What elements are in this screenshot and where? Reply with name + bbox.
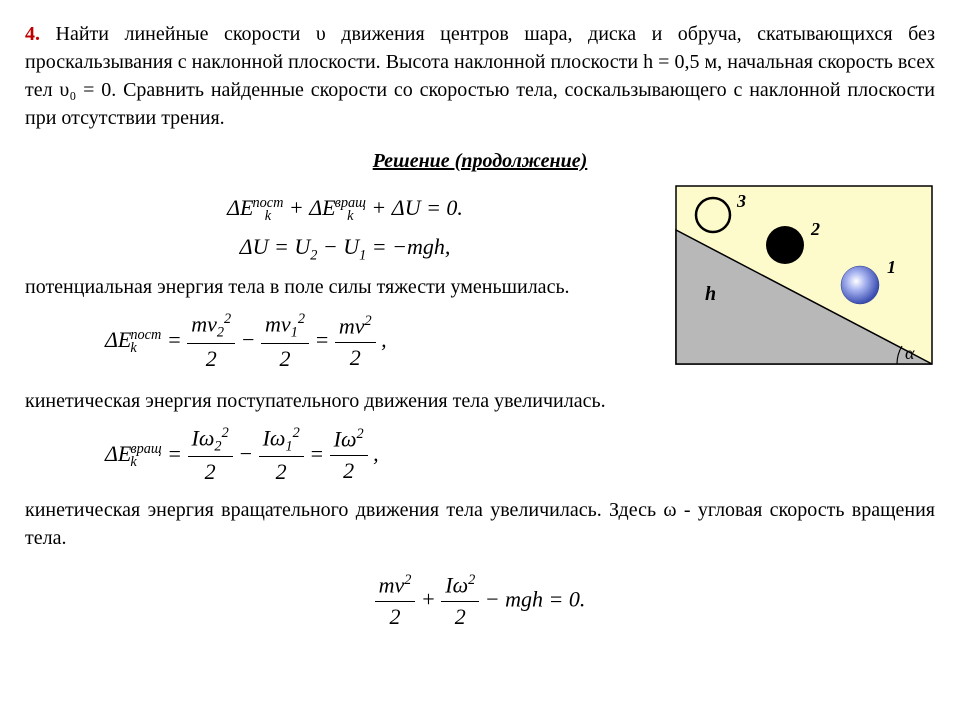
label-2: 2 [810, 219, 820, 239]
label-1: 1 [887, 257, 896, 277]
equation-kinetic-rot: ΔEвращk = Iω222 − Iω122 = Iω22 , [25, 423, 935, 489]
equation-final: mv22 + Iω22 − mgh = 0. [25, 570, 935, 633]
incline-diagram: 3 2 1 h α [675, 185, 933, 365]
problem-text: Найти линейные скорости υ движения центр… [25, 23, 935, 129]
text-kinetic-rot: кинетическая энергия вращательного движе… [25, 496, 935, 552]
label-3: 3 [736, 191, 746, 211]
label-h: h [705, 283, 716, 305]
text-potential: потенциальная энергия тела в поле силы т… [25, 273, 665, 301]
diagram: 3 2 1 h α [675, 185, 935, 365]
equation-potential: ΔU = U2 − U1 = −mgh, [25, 232, 665, 265]
equation-kinetic-trans: ΔEпостk = mv222 − mv122 = mv22 , [25, 309, 665, 375]
solution-title: Решение (продолжение) [25, 147, 935, 175]
text-kinetic-trans: кинетическая энергия поступательного дви… [25, 387, 935, 415]
label-alpha: α [905, 343, 915, 363]
content-row: ΔEпостk + ΔEвращk + ΔU = 0. ΔU = U2 − U1… [25, 185, 935, 383]
equation-energy-conservation: ΔEпостk + ΔEвращk + ΔU = 0. [25, 193, 665, 224]
equations-column: ΔEпостk + ΔEвращk + ΔU = 0. ΔU = U2 − U1… [25, 185, 665, 383]
problem-number: 4. [25, 23, 40, 45]
problem-statement: 4. Найти линейные скорости υ движения це… [25, 20, 935, 132]
